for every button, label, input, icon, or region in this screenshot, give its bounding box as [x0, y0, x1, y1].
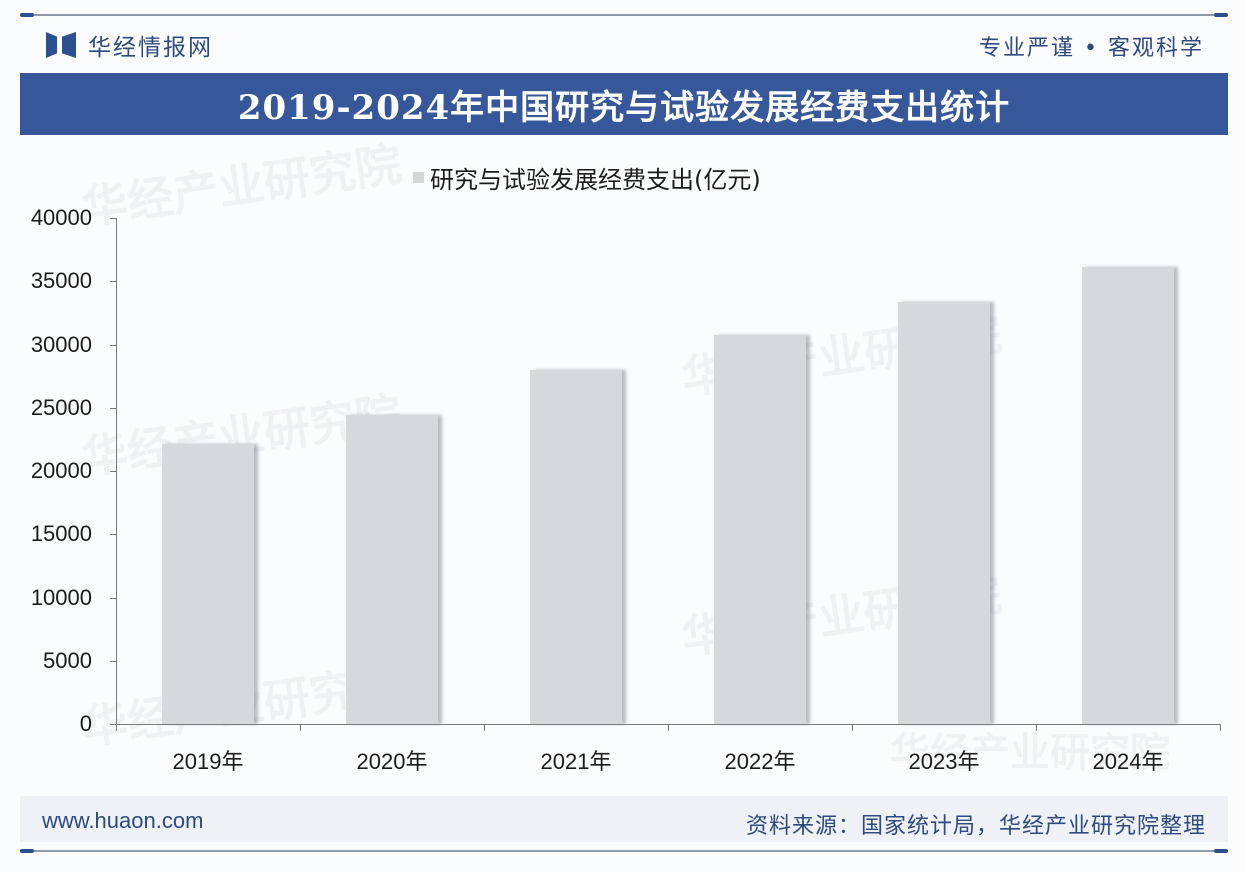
y-tick — [110, 218, 117, 219]
y-tick-label: 10000 — [30, 584, 92, 610]
chart-title: 2019-2024年中国研究与试验发展经费支出统计 — [237, 87, 1011, 128]
watermark: 华经产业研究院 — [78, 386, 405, 486]
y-tick — [110, 534, 117, 536]
top-divider — [20, 13, 1228, 17]
bar-2021年 — [530, 370, 622, 724]
y-tick-label: 15000 — [30, 521, 92, 547]
footer-band — [20, 796, 1228, 842]
watermark: 华经产业研究院 — [678, 306, 1005, 406]
bar-2020年 — [346, 415, 438, 724]
divider-cap-right — [1214, 13, 1228, 17]
x-tick — [668, 724, 669, 731]
y-tick — [110, 281, 117, 283]
watermark: 华经产业研究院 — [678, 566, 1005, 666]
y-tick-label: 35000 — [30, 268, 92, 294]
y-tick — [110, 407, 117, 409]
x-tick — [484, 724, 485, 731]
x-tick-label: 2024年 — [1092, 749, 1164, 774]
y-axis — [116, 218, 117, 724]
y-tick — [110, 724, 117, 725]
x-tick — [1036, 724, 1037, 731]
y-tick-label: 20000 — [30, 458, 92, 483]
y-tick-label: 0 — [79, 711, 92, 736]
y-tick — [110, 471, 117, 472]
brand: 华经情报网 — [46, 28, 213, 62]
brand-name: 华经情报网 — [88, 35, 213, 61]
x-tick-label: 2021年 — [540, 749, 612, 774]
y-tick-label: 30000 — [30, 331, 92, 357]
y-tick-label: 25000 — [30, 394, 92, 420]
legend-label: 研究与试验发展经费支出(亿元) — [430, 166, 761, 194]
y-tick — [110, 344, 117, 346]
divider-cap-left — [20, 13, 34, 17]
watermark: 华经产业研究院 — [78, 656, 405, 756]
divider-cap-right — [1214, 849, 1228, 853]
watermark: 华经产业研究院 — [890, 730, 1170, 776]
bar-2022年 — [714, 334, 806, 724]
y-tick — [110, 660, 117, 662]
x-tick — [116, 724, 117, 731]
watermark: 华经产业研究院 — [78, 136, 405, 236]
x-tick — [852, 724, 853, 731]
x-tick-label: 2022年 — [724, 749, 796, 774]
x-tick-label: 2019年 — [172, 749, 244, 774]
divider-cap-left — [20, 849, 34, 853]
bar-2023年 — [898, 302, 990, 724]
slogan: 专业严谨 • 客观科学 — [979, 36, 1204, 61]
x-tick — [1220, 724, 1221, 731]
bar-2024年 — [1082, 266, 1174, 724]
title-banner: 2019-2024年中国研究与试验发展经费支出统计 — [20, 73, 1228, 135]
bottom-divider — [20, 849, 1228, 853]
x-tick-label: 2023年 — [908, 749, 980, 774]
bar-2019年 — [162, 443, 254, 724]
x-axis — [110, 724, 1221, 725]
y-tick — [110, 597, 117, 599]
y-tick-label: 40000 — [30, 205, 92, 230]
brand-logo-icon — [46, 32, 76, 58]
legend-swatch — [413, 172, 424, 183]
x-tick — [300, 724, 301, 731]
y-tick-label: 5000 — [43, 647, 92, 673]
footer-url: www.huaon.com — [42, 808, 204, 833]
chart-legend: 研究与试验发展经费支出(亿元) — [413, 160, 761, 195]
data-source: 资料来源：国家统计局，华经产业研究院整理 — [745, 814, 1206, 839]
x-tick-label: 2020年 — [356, 749, 428, 774]
